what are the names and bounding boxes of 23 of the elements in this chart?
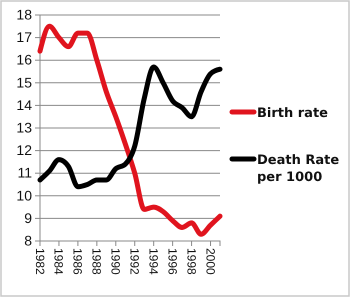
y-tick-label: 13: [16, 119, 32, 136]
y-tick-label: 10: [16, 187, 32, 204]
x-tick-label: 2000: [203, 248, 218, 276]
x-tick-label: 1994: [146, 248, 160, 276]
y-tick-label: 18: [16, 6, 32, 22]
x-tick-label: 1996: [165, 248, 180, 276]
y-tick-label: 16: [16, 52, 32, 68]
legend-label: Birth rate: [257, 106, 328, 121]
y-tick-label: 17: [16, 29, 32, 46]
y-tick-label: 8: [24, 232, 32, 248]
x-tick-label: 1998: [184, 248, 198, 276]
x-tick-label: 1990: [108, 248, 123, 276]
y-tick-label: 11: [17, 164, 32, 181]
x-tick-label: 1988: [90, 248, 104, 276]
x-tick-label: 1984: [52, 248, 66, 276]
y-tick-label: 12: [16, 142, 32, 158]
x-tick-label: 1986: [70, 248, 85, 276]
legend-label: Death Rate per 1000: [257, 153, 340, 185]
y-tick-label: 15: [16, 74, 32, 90]
x-tick-label: 1982: [32, 248, 47, 276]
y-tick-label: 9: [24, 210, 32, 226]
y-tick-label: 14: [16, 96, 32, 113]
x-tick-label: 1992: [128, 248, 142, 276]
